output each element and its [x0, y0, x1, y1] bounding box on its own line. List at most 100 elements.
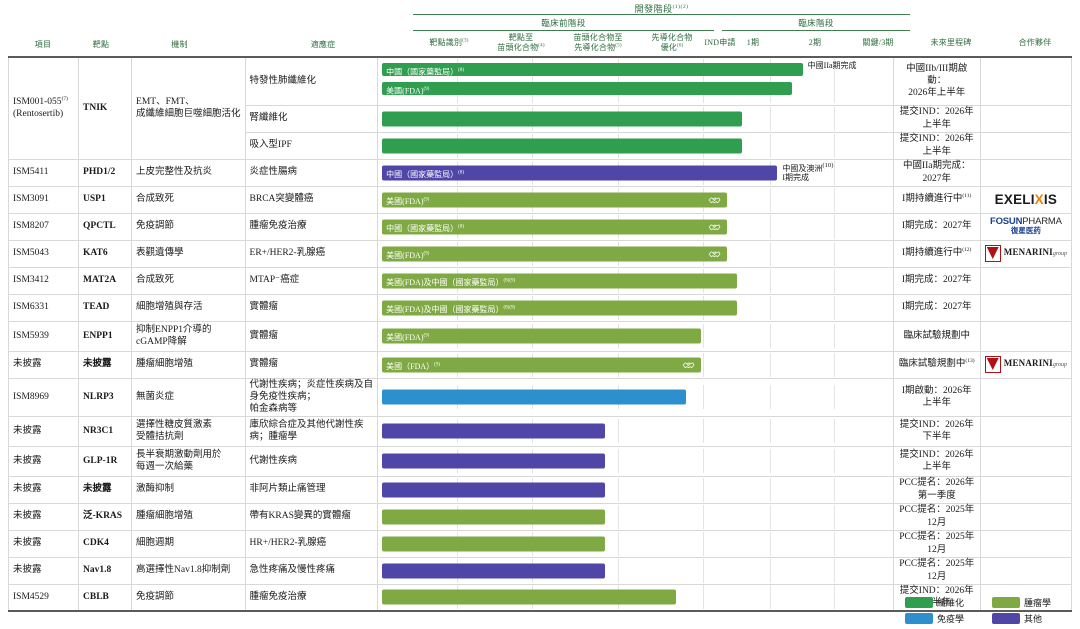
cell-indication: BRCA突變體癌 [244, 185, 379, 214]
pipeline-bar-footnote: (9) [423, 251, 430, 256]
cell-bars [377, 131, 894, 160]
column-header-phase-1: 1期 [746, 38, 760, 47]
preclinical-rule [413, 30, 714, 31]
pipeline-bar[interactable] [382, 536, 606, 552]
cell-partner: FOSUNPHARMA 復星医药 [979, 212, 1073, 241]
column-header-phase-3: 關鍵/3期 [862, 38, 894, 47]
cell-partner [979, 320, 1073, 352]
pipeline-bar[interactable] [382, 509, 606, 525]
pipeline-bar-footnote: (8) [458, 170, 464, 175]
pipeline-bar[interactable]: 美國(FDA)及中國（國家藥監局）(8)(9) [382, 273, 737, 288]
pipeline-bar[interactable]: 美國(FDA)(9) [382, 246, 727, 261]
bar-track [382, 531, 889, 556]
cell-project: ISM3091 [7, 185, 80, 214]
pipeline-bar-footnote: (9) [423, 197, 430, 202]
pipeline-bar-footnote: (9) [434, 362, 441, 367]
pipeline-bar[interactable] [382, 138, 742, 153]
pipeline-bar[interactable] [382, 453, 606, 469]
cell-partner [979, 502, 1073, 531]
cell-indication: 特發性肺纖維化 [244, 56, 379, 106]
grid-line [769, 268, 771, 293]
pipeline-bar[interactable] [382, 389, 687, 405]
legend-label: 腫瘤學 [1024, 598, 1052, 608]
cell-mechanism: 細胞週期 [131, 529, 246, 558]
pipeline-bar-footnote: (8)(9) [503, 305, 516, 310]
bar-track: 中國（國家藥監局）(8) [382, 214, 889, 239]
pipeline-bar[interactable] [382, 111, 742, 126]
cell-bars [377, 377, 894, 417]
table-row: 未披露 CDK4 細胞週期 HR+/HER2-乳腺癌 PCC提名：2025年 12月 [7, 529, 1073, 558]
cell-bars [377, 415, 894, 447]
cell-milestone: I期持續進行中(11) [892, 185, 981, 214]
cell-target: CBLB [78, 583, 133, 613]
cell-bars: 美國(FDA)及中國（國家藥監局）(8)(9) [377, 266, 894, 295]
legend-swatch [905, 597, 933, 608]
legend-item: 纖維化 [905, 596, 988, 609]
pipeline-bar[interactable]: 中國（國家藥監局）(8) [382, 63, 803, 77]
grid-line [834, 214, 836, 239]
cell-milestone: I期完成：2027年 [892, 212, 981, 241]
cell-mechanism: 選擇性糖皮質激素 受體拮抗劑 [131, 415, 246, 447]
cell-project: ISM8207 [7, 212, 80, 241]
pipeline-bar[interactable] [382, 589, 676, 605]
grid-line [834, 59, 836, 104]
bar-track [382, 504, 889, 529]
bar-track [382, 449, 889, 474]
pipeline-bar[interactable]: 中國（國家藥監局）(8) [382, 219, 727, 234]
table-row: 未披露 NR3C1 選擇性糖皮質激素 受體拮抗劑 庫欣綜合症及其他代謝性疾病；腫瘤學 提交… [7, 415, 1073, 447]
grid-line [769, 558, 771, 583]
cell-mechanism: 腫瘤細胞增殖 [131, 502, 246, 531]
cell-mechanism: 合成致死 [131, 266, 246, 295]
pipeline-bar[interactable]: 美國(FDA)(9) [382, 328, 702, 344]
cell-partner: EXELIXIS [979, 185, 1073, 214]
pipeline-bar[interactable]: 美國(FDA)(9) [382, 82, 793, 96]
pipeline-bar[interactable] [382, 482, 606, 498]
pipeline-bar[interactable]: 美國(FDA)及中國（國家藥監局）(8)(9) [382, 300, 737, 315]
grid-line [769, 214, 771, 239]
pipeline-bar[interactable]: 美國（FDA）(9) [382, 357, 702, 372]
grid-line [769, 187, 771, 212]
bar-track [382, 419, 889, 444]
grid-line [703, 558, 705, 583]
grid-line [834, 241, 836, 266]
pipeline-bar[interactable] [382, 563, 606, 579]
grid-line [769, 531, 771, 556]
cell-indication: 帶有KRAS變異的實體瘤 [244, 502, 379, 531]
cell-indication: 炎症性腸病 [244, 158, 379, 187]
grid-line [769, 59, 771, 104]
stage-header-band: 開發階段(1)(2) 臨床前階段 臨床階段 項目 靶點 機制 適應症 靶點識別(… [0, 0, 1080, 56]
fosun-name: FOSUN [990, 216, 1023, 228]
cell-target: KAT6 [78, 239, 133, 268]
column-header-partner: 合作夥伴 [1018, 38, 1052, 47]
cell-indication: 腫瘤免疫治療 [244, 583, 379, 613]
partner-logo-fosun-pharma: FOSUNPHARMA 復星医药 [985, 217, 1067, 235]
grid-line [769, 449, 771, 474]
cell-target: PHD1/2 [78, 158, 133, 187]
grid-line [834, 558, 836, 583]
legend-label: 免疫學 [937, 614, 965, 624]
cell-partner [979, 529, 1073, 558]
pipeline-table-body: ISM001-055(7) (Rentosertib) TNIK EMT、FMT、 成纖… [7, 56, 1073, 613]
grid-line [834, 419, 836, 444]
pipeline-bar-footnote: (8) [458, 68, 464, 74]
partner-logo-menarini: MENARINIgroup [984, 245, 1067, 262]
pipeline-bar[interactable] [382, 423, 606, 439]
grid-line [834, 385, 836, 410]
cell-bars: 中國（國家藥監局）(8) 美國(FDA)(9) 中國IIa期完成 [377, 56, 894, 106]
cell-bars: 中國（國家藥監局）(8) 中國及澳洲(10) I期完成 [377, 158, 894, 187]
development-stage-footnote: (1)(2) [672, 4, 689, 10]
handshake-icon [708, 196, 720, 203]
grid-line [769, 133, 771, 158]
grid-line [769, 106, 771, 131]
pipeline-bar[interactable]: 中國（國家藥監局）(8) [382, 165, 778, 180]
grid-line [703, 477, 705, 502]
cell-mechanism: 表觀遺傳學 [131, 239, 246, 268]
table-row: 腎纖維化 提交IND：2026年 上半年 [9, 104, 1073, 133]
cell-target: ENPP1 [78, 320, 133, 352]
cell-bars [377, 529, 894, 558]
cell-indication: 吸入型IPF [244, 131, 379, 160]
pipeline-bar[interactable]: 美國(FDA)(9) [382, 192, 727, 207]
pipeline-table: ISM001-055(7) (Rentosertib) TNIK EMT、FMT、 成纖… [7, 56, 1073, 613]
column-header-target-to-hit: 靶點至 苗頭化合物(4) [497, 33, 545, 53]
